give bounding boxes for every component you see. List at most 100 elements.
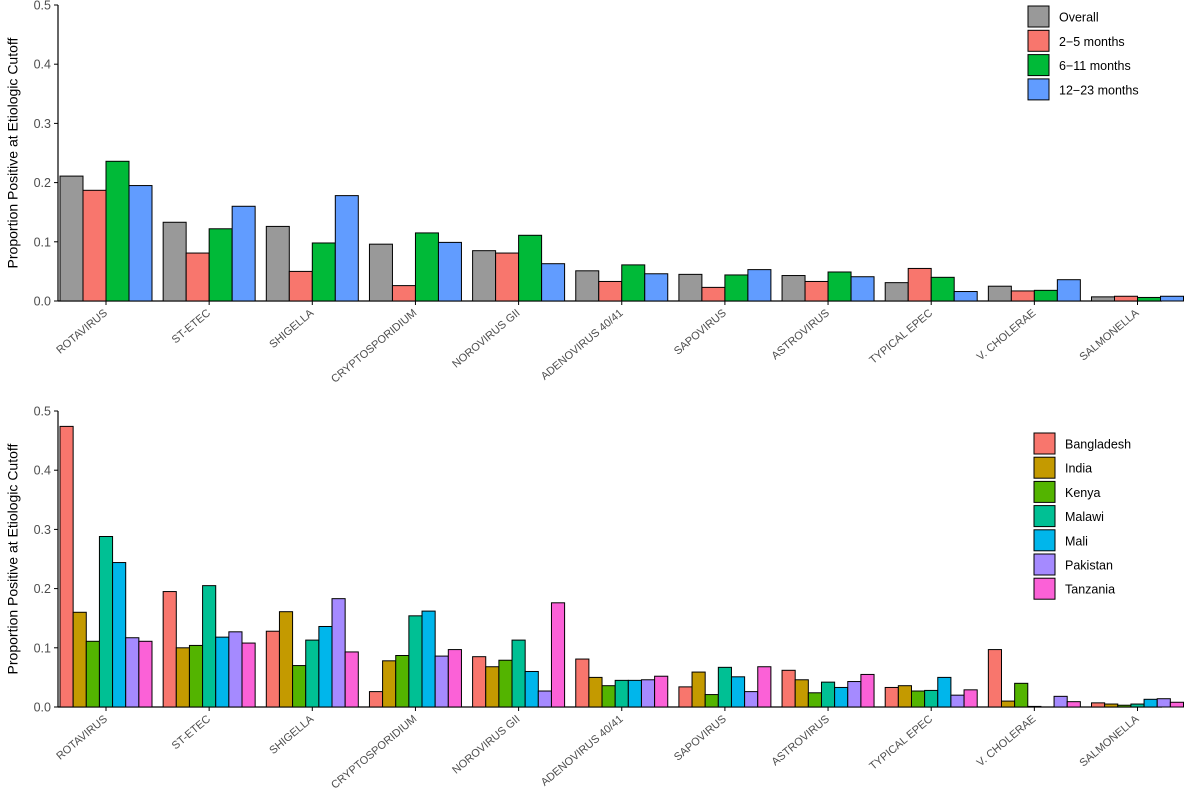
bar-12-23-months-rotavirus: [128, 185, 153, 302]
x-tick-label: ROTAVIRUS: [54, 307, 110, 356]
bar-tanzania-st-etec: [241, 642, 256, 708]
bar-bangladesh-st-etec: [162, 591, 177, 708]
bar-bangladesh-adenovirus-40-41: [575, 658, 590, 708]
x-tick-label: V. CHOLERAE: [975, 307, 1039, 363]
bar-6-11-months-adenovirus-40-41: [621, 264, 646, 302]
bar-mali-shigella: [318, 625, 333, 708]
bar-mali-astrovirus: [834, 686, 849, 708]
bar-12-23-months-astrovirus: [850, 276, 875, 302]
legend-swatch: [1033, 553, 1056, 576]
bar-kenya-salmonella: [1117, 704, 1132, 708]
y-tick-label: 0.2: [34, 582, 51, 596]
x-tick-label: SALMONELLA: [1078, 307, 1142, 364]
bar-kenya-v-cholerae: [1014, 682, 1029, 708]
x-tick-label: SALMONELLA: [1078, 713, 1142, 770]
bar-2-5-months-st-etec: [185, 252, 210, 302]
legend-swatch: [1033, 456, 1056, 479]
bar-mali-adenovirus-40-41: [627, 679, 642, 708]
x-tick-label: NOROVIRUS GII: [450, 307, 522, 370]
bar-malawi-astrovirus: [820, 681, 836, 708]
bar-tanzania-cryptosporidium: [447, 649, 462, 708]
bar-mali-salmonella: [1143, 698, 1158, 708]
x-tick-label: CRYPTOSPORIDIUM: [329, 713, 419, 791]
bar-india-v-cholerae: [1000, 700, 1016, 708]
bar-tanzania-typical-epec: [963, 689, 978, 708]
bar-mali-rotavirus: [112, 562, 127, 708]
x-tick-label: SHIGELLA: [267, 307, 316, 351]
y-tick-label: 0.3: [34, 523, 51, 537]
bar-12-23-months-sapovirus: [747, 269, 772, 302]
bar-overall-astrovirus: [781, 275, 806, 302]
x-tick-label: V. CHOLERAE: [975, 713, 1039, 769]
bar-2-5-months-salmonella: [1114, 295, 1138, 302]
bar-india-shigella: [278, 611, 294, 708]
x-tick-label: SAPOVIRUS: [672, 307, 729, 357]
x-tick-label: ADENOVIRUS 40/41: [539, 713, 626, 789]
y-tick-label: 0.0: [34, 701, 51, 715]
bar-2-5-months-cryptosporidium: [391, 285, 416, 302]
bar-mali-sapovirus: [730, 676, 746, 708]
legend-label: Malawi: [1065, 510, 1104, 524]
legend-swatch: [1027, 54, 1050, 77]
bar-2-5-months-typical-epec: [907, 267, 932, 302]
bar-tanzania-norovirus-gii: [550, 602, 566, 708]
bar-2-5-months-v-cholerae: [1010, 290, 1035, 302]
bar-2-5-months-sapovirus: [701, 286, 726, 302]
legend-swatch: [1033, 432, 1056, 455]
bar-2-5-months-rotavirus: [82, 189, 107, 302]
legend-label: Overall: [1059, 11, 1099, 25]
legend-label: Mali: [1065, 534, 1088, 548]
legend-label: 6−11 months: [1059, 59, 1131, 73]
bar-bangladesh-rotavirus: [59, 425, 74, 708]
y-tick-label: 0.1: [34, 235, 51, 249]
bar-overall-salmonella: [1091, 296, 1115, 302]
legend-swatch: [1033, 480, 1056, 503]
legend-swatch: [1027, 29, 1050, 52]
bar-6-11-months-st-etec: [208, 228, 233, 302]
x-tick-label: SAPOVIRUS: [672, 713, 729, 763]
bar-6-11-months-salmonella: [1137, 296, 1161, 302]
bar-pakistan-norovirus-gii: [537, 690, 552, 708]
bar-2-5-months-shigella: [288, 270, 313, 302]
x-tick-label: ST-ETEC: [170, 307, 213, 346]
bar-tanzania-adenovirus-40-41: [654, 675, 669, 708]
bar-india-typical-epec: [897, 685, 912, 708]
bar-bangladesh-shigella: [265, 630, 280, 708]
y-axis-title: Proportion Positive at Etiologic Cutoff: [5, 37, 21, 268]
bar-kenya-astrovirus: [807, 692, 822, 708]
bar-12-23-months-shigella: [334, 195, 359, 302]
bar-pakistan-adenovirus-40-41: [640, 679, 656, 708]
bar-mali-st-etec: [215, 636, 230, 708]
bar-kenya-rotavirus: [85, 640, 100, 708]
bar-12-23-months-typical-epec: [953, 291, 978, 302]
bar-12-23-months-cryptosporidium: [437, 241, 462, 302]
bar-12-23-months-norovirus-gii: [541, 263, 566, 302]
bar-india-norovirus-gii: [485, 666, 500, 708]
legend-label: Kenya: [1065, 486, 1100, 500]
chart-panel-1: 0.0 0.1 0.2 0.3 0.4 0.5 Proportion Positive at…: [5, 0, 1184, 386]
bar-2-5-months-norovirus-gii: [495, 252, 520, 302]
bar-tanzania-sapovirus: [757, 666, 772, 708]
bar-overall-norovirus-gii: [472, 250, 497, 302]
bar-6-11-months-shigella: [311, 242, 336, 302]
bar-12-23-months-adenovirus-40-41: [644, 273, 669, 302]
bar-12-23-months-salmonella: [1160, 295, 1184, 302]
bar-pakistan-astrovirus: [847, 681, 862, 708]
x-tick-label: TYPICAL EPEC: [867, 307, 935, 367]
bar-malawi-rotavirus: [98, 536, 114, 708]
bar-overall-sapovirus: [678, 273, 703, 302]
x-tick-label: CRYPTOSPORIDIUM: [329, 307, 419, 385]
bar-pakistan-cryptosporidium: [434, 655, 449, 708]
bar-6-11-months-sapovirus: [724, 274, 749, 302]
bar-malawi-adenovirus-40-41: [614, 679, 629, 708]
bar-malawi-st-etec: [202, 585, 217, 708]
bar-india-rotavirus: [72, 611, 87, 708]
chart-panel-2: 0.0 0.1 0.2 0.3 0.4 0.5 Proportion Positive at…: [5, 405, 1184, 792]
bar-6-11-months-v-cholerae: [1033, 289, 1058, 302]
y-tick-label: 0.5: [34, 0, 51, 13]
bar-kenya-st-etec: [188, 644, 204, 708]
y-tick-label: 0.4: [34, 464, 51, 478]
bar-mali-cryptosporidium: [421, 610, 436, 708]
legend-label: Bangladesh: [1065, 438, 1131, 452]
